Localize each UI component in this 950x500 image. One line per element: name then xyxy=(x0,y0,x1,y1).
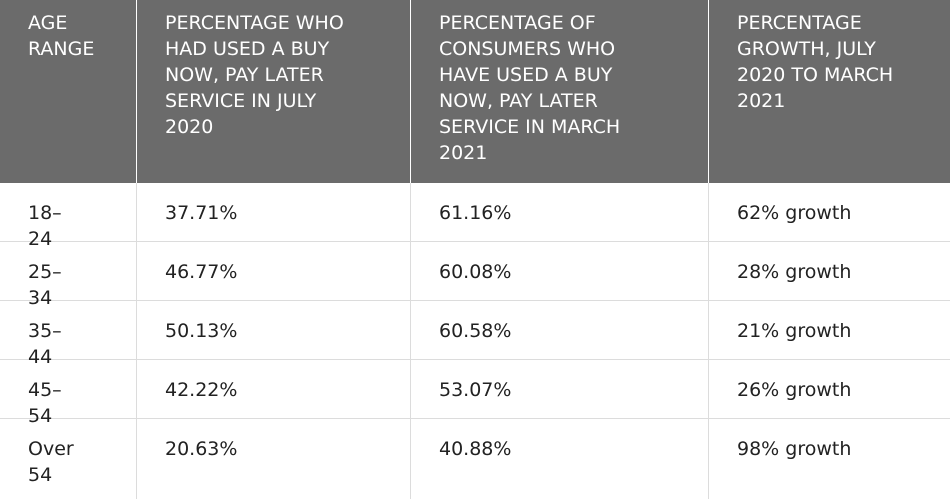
table-cell: 46.77% xyxy=(137,242,411,300)
table-cell: 20.63% xyxy=(137,419,411,499)
table-cell: 21% growth xyxy=(737,320,852,342)
table-cell: 25–34 xyxy=(0,242,137,309)
table-row: 35–44 50.13% 60.58% 21% growth xyxy=(0,301,950,368)
table-cell: 98% growth xyxy=(737,438,852,460)
header-cell: PERCENTAGE WHO HAD USED A BUY NOW, PAY L… xyxy=(137,0,411,183)
table-cell: 61.16% xyxy=(411,183,709,241)
table-cell: 18–24 xyxy=(0,183,137,250)
table-cell: 40.88% xyxy=(411,419,709,499)
table-cell: 37.71% xyxy=(137,183,411,241)
table-cell: 62% growth xyxy=(737,202,852,224)
header-row: AGE RANGE PERCENTAGE WHO HAD USED A BUY N… xyxy=(0,0,950,183)
table-cell: 28% growth xyxy=(737,261,852,283)
table-cell: 50.13% xyxy=(137,301,411,359)
header-cell: PERCENTAGE GROWTH, JULY 2020 TO MARCH 20… xyxy=(737,12,894,112)
table-cell: 42.22% xyxy=(137,360,411,418)
header-cell: PERCENTAGE OF CONSUMERS WHO HAVE USED A … xyxy=(411,0,709,183)
table-cell: 53.07% xyxy=(411,360,709,418)
table-cell: Over 54 xyxy=(0,419,137,499)
table-row: 25–34 46.77% 60.08% 28% growth xyxy=(0,242,950,309)
table-cell: 60.08% xyxy=(411,242,709,300)
table-cell: 60.58% xyxy=(411,301,709,359)
table-row: Over 54 20.63% 40.88% 98% growth xyxy=(0,419,950,499)
table-cell: 26% growth xyxy=(737,379,852,401)
table-row: 45–54 42.22% 53.07% 26% growth xyxy=(0,360,950,427)
header-cell: AGE RANGE xyxy=(0,0,137,183)
table-row: 18–24 37.71% 61.16% 62% growth xyxy=(0,183,950,250)
table-cell: 35–44 xyxy=(0,301,137,368)
table-cell: 45–54 xyxy=(0,360,137,427)
